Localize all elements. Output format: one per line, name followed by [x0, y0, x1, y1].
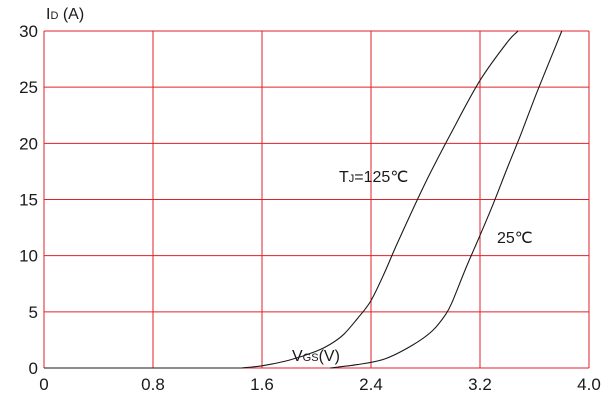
y-tick-label: 30	[19, 22, 38, 41]
x-axis-title-main: V	[292, 348, 303, 365]
x-tick-label: 0.8	[141, 375, 165, 394]
curves	[44, 30, 563, 369]
series-label-25c-rest: 25℃	[497, 230, 533, 247]
x-tick-label: 2.4	[359, 375, 383, 394]
y-tick-label: 25	[19, 78, 38, 97]
y-tick-label: 5	[29, 303, 38, 322]
x-axis-title-unit: (V)	[319, 348, 340, 365]
series-label-125c-rest: =125℃	[354, 169, 408, 186]
series-label-25c: 25℃	[497, 230, 533, 247]
x-tick-label: 1.6	[250, 375, 274, 394]
y-tick-label: 0	[29, 359, 38, 378]
y-axis-title: ID (A)	[46, 6, 84, 23]
series-line-1	[330, 30, 563, 369]
y-axis-title-unit: (A)	[58, 6, 84, 23]
x-axis-title-sub: GS	[303, 352, 319, 364]
series-label-125c-sub: J	[349, 173, 355, 185]
x-tick-label: 3.2	[468, 375, 492, 394]
series-label-125c: TJ=125℃	[339, 169, 408, 186]
y-tick-label: 15	[19, 191, 38, 210]
x-tick-label: 4.0	[577, 375, 601, 394]
y-axis-title-main: I	[46, 6, 50, 23]
y-tick-label: 10	[19, 247, 38, 266]
x-tick-labels: 0 0.8 1.6 2.4 3.2 4.0	[39, 375, 601, 394]
x-tick-label: 0	[39, 375, 48, 394]
y-tick-label: 20	[19, 134, 38, 153]
series-label-125c-main: T	[339, 169, 349, 186]
y-axis-title-sub: D	[50, 10, 58, 22]
y-tick-labels: 0 5 10 15 20 25 30	[19, 22, 38, 378]
grid	[43, 30, 590, 369]
x-axis-title: VGS(V)	[292, 348, 340, 365]
series-line-0	[241, 30, 519, 369]
